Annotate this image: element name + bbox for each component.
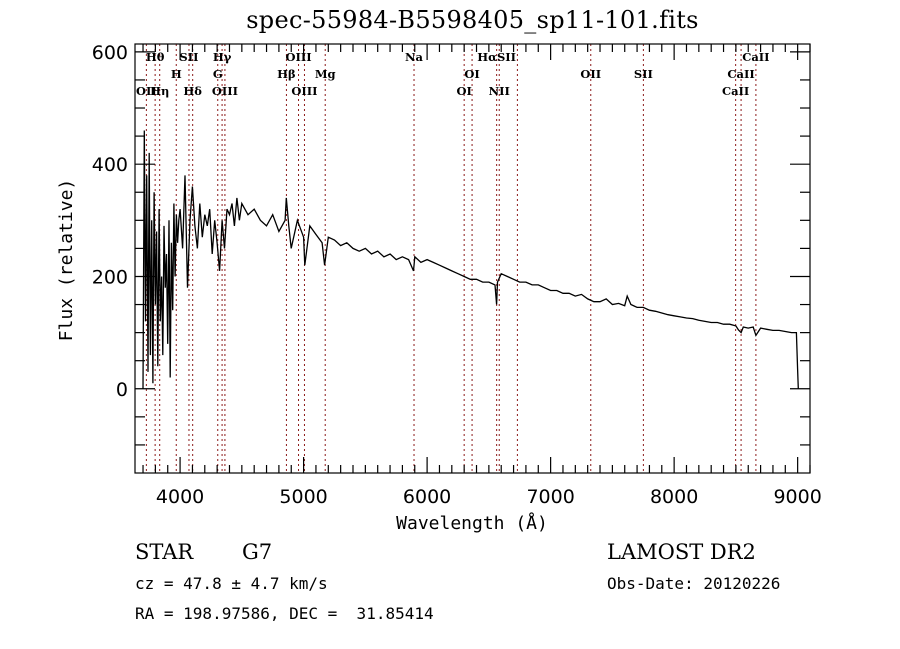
spectral-line-markers [145,44,757,473]
y-tick-label: 200 [92,266,128,288]
plot-frame [134,43,811,474]
redshift-readout: cz = 47.8 ± 4.7 km/s [135,574,328,593]
x-tick-label: 5000 [279,486,327,508]
spectral-line-label: HαSII [477,50,516,64]
spectral-line-label: SII [634,67,653,81]
spectral-line-label: H [171,67,182,81]
spectral-line-label: Hη [150,84,169,98]
spectral-line-label: NII [489,84,510,98]
spectral-line-label: G [213,67,223,81]
spectral-line-label: Na [405,50,424,64]
spectral-line-label: SII [179,50,198,64]
y-tick-label: 0 [116,379,128,401]
x-tick-label: 8000 [650,486,698,508]
spectral-line-label: Hβ [277,67,296,81]
spectral-line-label: OIII [291,84,317,98]
y-axis-title: Flux (relative) [56,179,77,342]
x-tick-labels: 4000 5000 6000 7000 8000 9000 [156,486,822,508]
x-tick-label: 7000 [526,486,574,508]
coordinates-readout: RA = 198.97586, DEC = 31.85414 [135,604,434,623]
spectral-line-label: CaII [742,50,769,64]
spectral-line-label: Hδ [183,84,202,98]
spectral-line-label: OI [456,84,471,98]
y-tick-labels: 0 200 400 600 [92,42,128,401]
spectral-line-label: Mg [315,67,336,81]
spectral-line-label: OII [580,67,601,81]
spectral-line-label: OI [464,67,479,81]
spectral-line-label: OIII [285,50,311,64]
x-tick-label: 4000 [156,486,204,508]
spectral-line-label: Hθ [146,50,165,64]
axis-ticks [135,44,811,473]
spectral-line-label: CaII [727,67,754,81]
survey-label: LAMOST DR2 [607,540,756,564]
spectral-line-label: CaII [722,84,749,98]
spectral-line-label: OII [136,84,157,98]
y-tick-label: 600 [92,42,128,64]
obs-date: Obs-Date: 20120226 [607,574,781,593]
x-tick-label: 6000 [403,486,451,508]
x-axis-title: Wavelength (Å) [396,512,548,534]
object-class: STAR [135,540,194,564]
spectral-line-label: Hγ [213,50,232,64]
x-tick-label: 9000 [773,486,821,508]
spectral-line-label: OIII [212,84,238,98]
spectrum-line [142,130,799,389]
chart-title: spec-55984-B5598405_sp11-101.fits [246,6,699,34]
spectral-line-labels: HθOIIHηSIIHHδHγGOIIIOIIIHβOIIIMgNaOIOIHα… [136,50,770,98]
subclass: G7 [242,540,273,564]
y-tick-label: 400 [92,154,128,176]
